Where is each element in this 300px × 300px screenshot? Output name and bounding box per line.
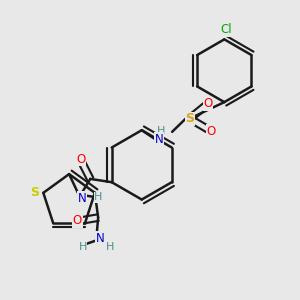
- Text: H: H: [158, 126, 166, 136]
- Text: H: H: [94, 192, 103, 202]
- Text: N: N: [95, 232, 104, 245]
- Text: H: H: [78, 242, 87, 252]
- Text: O: O: [76, 153, 85, 166]
- Text: O: O: [206, 125, 216, 138]
- Text: N: N: [154, 133, 163, 146]
- Text: N: N: [78, 192, 86, 205]
- Text: H: H: [106, 242, 114, 252]
- Text: O: O: [203, 97, 212, 110]
- Text: S: S: [31, 186, 40, 199]
- Text: O: O: [73, 214, 82, 227]
- Text: S: S: [185, 112, 194, 125]
- Text: Cl: Cl: [220, 23, 232, 36]
